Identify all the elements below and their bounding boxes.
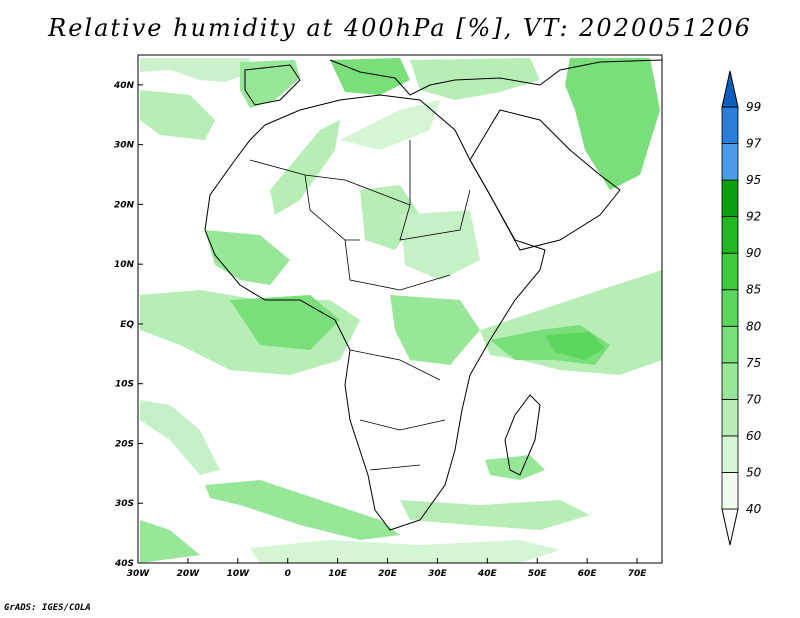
humidity-patch [140, 400, 220, 475]
colorbar-box [721, 143, 739, 181]
colorbar-label: 70 [746, 392, 762, 406]
lat-tick-label: 30S [115, 499, 134, 509]
map-title: Relative humidity at 400hPa [%], VT: 202… [48, 14, 752, 42]
arabia-coastline [469, 109, 621, 251]
colorbar-box [721, 398, 739, 437]
colorbar-box [721, 362, 739, 400]
humidity-patch [205, 230, 290, 285]
colorbar-label: 97 [746, 137, 762, 151]
lat-tick-label: 40S [114, 559, 134, 569]
europe-coastline [244, 59, 662, 106]
latitude-axis: 40N 30N 20N 10N EQ 10S 20S 30S 40S [113, 81, 143, 569]
colorbar-label: 92 [746, 210, 761, 224]
colorbar-box [721, 106, 739, 144]
colorbar-box [721, 252, 739, 291]
colorbar-label: 95 [746, 173, 761, 187]
lat-tick-label: 20S [115, 439, 134, 449]
humidity-patch [390, 295, 480, 365]
colorbar-label: 50 [746, 465, 762, 479]
africa-coastline [204, 94, 546, 531]
humidity-patch [565, 58, 660, 190]
lat-tick-label: EQ [120, 320, 134, 330]
lat-tick-label: 30N [114, 141, 135, 151]
lon-tick-label: 30E [428, 569, 448, 579]
colorbar-upper-arrow [721, 70, 739, 108]
humidity-patch [140, 58, 250, 82]
humidity-patch [270, 120, 340, 215]
lon-tick-label: 10E [328, 569, 348, 579]
humidity-patch [230, 295, 340, 350]
lat-tick-label: 10S [115, 380, 134, 390]
colorbar-label: 80 [746, 319, 762, 333]
humidity-patch [400, 210, 480, 280]
lon-tick-label: 10W [227, 569, 251, 579]
colorbar-label: 40 [746, 502, 762, 516]
country-borders [249, 140, 471, 471]
lon-tick-label: 40E [477, 569, 498, 579]
map-frame [137, 54, 663, 564]
colorbar-box [721, 289, 739, 327]
colorbar-label: 99 [746, 100, 761, 114]
humidity-patch [400, 500, 590, 530]
humidity-patch [140, 520, 200, 563]
colorbar-box [721, 472, 739, 510]
colorbar-box [721, 435, 739, 473]
colorbar-label: 60 [746, 429, 762, 443]
lon-tick-label: 60E [578, 569, 598, 579]
colorbar-label: 90 [746, 246, 762, 260]
humidity-patch [240, 60, 300, 108]
longitude-axis: 30W 20W 10W 0 10E 20E 30E 40E 50E 60E 70E [127, 558, 647, 579]
humidity-patch [250, 540, 560, 563]
humidity-patch [545, 332, 605, 360]
lat-tick-label: 20N [114, 200, 135, 210]
humidity-patch [140, 90, 215, 140]
humidity-patch [205, 480, 400, 540]
lon-tick-label: 0 [285, 569, 291, 579]
humidity-field [140, 58, 662, 563]
coastlines [204, 59, 662, 531]
humidity-patch [330, 58, 410, 95]
colorbar-lower-arrow [721, 508, 739, 546]
madagascar-coastline [504, 394, 541, 476]
humidity-patch [340, 100, 440, 150]
lat-tick-label: 10N [114, 260, 135, 270]
lon-tick-label: 30W [127, 569, 151, 579]
humidity-patch [485, 455, 545, 480]
grads-credit: GrADS: IGES/COLA [4, 603, 91, 613]
lon-tick-label: 70E [628, 569, 648, 579]
colorbar-label: 75 [746, 356, 761, 370]
colorbar-label: 85 [746, 283, 761, 297]
colorbar: 40 50 60 70 75 80 85 90 92 95 97 99 [721, 70, 762, 546]
lon-tick-label: 50E [528, 569, 548, 579]
lon-tick-label: 20W [177, 569, 201, 579]
lat-tick-label: 40N [113, 81, 135, 91]
lon-tick-label: 20E [378, 569, 398, 579]
colorbar-box [721, 216, 739, 254]
colorbar-box [721, 179, 739, 218]
colorbar-box [721, 325, 739, 364]
